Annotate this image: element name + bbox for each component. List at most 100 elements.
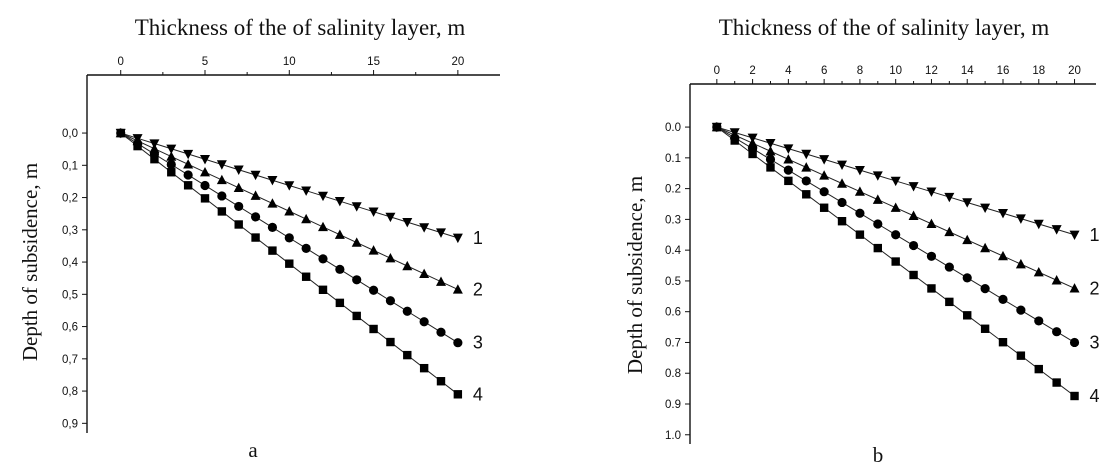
data-point [166,159,176,170]
chart-title: Thickness of the of salinity layer, m [135,15,466,40]
x-tick-label: 10 [283,56,296,68]
data-point [369,324,378,334]
data-point [368,207,379,217]
data-point [217,207,227,216]
data-point [166,151,177,161]
data-point [285,259,294,268]
data-point [854,165,865,176]
data-point [301,243,311,253]
data-point [403,350,412,360]
data-point [765,146,776,156]
data-point [133,141,142,151]
data-point [183,170,193,180]
data-point [1051,225,1062,235]
data-point [200,155,210,165]
data-point [453,338,463,348]
data-point [926,218,937,229]
data-point [873,243,882,253]
x-tick-label: 2 [749,65,755,77]
y-tick-label: 0.6 [665,307,681,319]
data-point [784,176,793,186]
y-axis-label: Depth of subsidence, m [18,163,42,361]
data-point [998,294,1008,304]
data-point [402,260,413,271]
series-label: 1 [473,228,483,248]
data-point [385,252,396,263]
data-point [819,203,829,212]
data-point [837,197,847,208]
y-tick-label: 0.8 [665,368,681,380]
series-label: 3 [473,333,483,353]
data-point [234,220,243,229]
chart-panel-a: Thickness of the of salinity layer, m De… [18,15,500,462]
data-point [334,196,345,207]
y-tick-label: 0.1 [665,153,681,165]
data-point [419,223,430,233]
data-point [200,166,210,177]
y-tick-label: 0.9 [665,399,681,411]
data-point [997,209,1008,219]
data-point [801,162,812,172]
series-3: 3 [116,128,483,353]
data-point [944,226,955,237]
data-point [419,363,429,373]
x-tick-label: 20 [451,56,464,68]
data-point [837,217,847,226]
data-point [997,250,1008,261]
data-point [419,268,430,279]
series-label: 4 [1090,386,1100,406]
data-point [855,230,865,239]
data-point [368,245,379,255]
data-point [872,171,883,181]
data-point [116,128,125,138]
data-point [385,212,396,223]
x-tick-label: 16 [997,65,1010,77]
data-point [730,136,739,145]
series-label: 2 [1090,278,1100,298]
data-point [819,155,830,165]
series-2: 2 [711,121,1100,298]
data-point [891,257,900,266]
y-tick-label: 0,9 [62,418,78,430]
data-point [926,251,937,261]
data-point [765,154,776,164]
data-point [352,275,362,285]
data-point [837,160,848,170]
data-point [284,181,295,191]
data-point [837,178,848,188]
data-point [748,149,757,159]
data-point [200,180,210,191]
data-point [783,154,794,164]
data-point [200,194,210,203]
data-point [452,233,463,244]
data-point [284,206,295,216]
data-point [1052,378,1061,387]
y-tick-label: 0.2 [665,184,681,196]
data-point [267,222,278,232]
data-point [183,159,194,169]
data-point [419,317,429,327]
series-label: 3 [1090,332,1100,352]
data-point [1070,391,1079,401]
y-tick-label: 0,6 [62,322,78,334]
data-point [891,230,901,240]
y-tick-label: 0.0 [665,122,681,134]
data-point [963,311,972,320]
data-point [250,190,261,200]
data-point [183,181,193,190]
data-point [908,182,919,192]
y-tick-label: 0,8 [62,386,78,398]
series-2: 2 [115,127,483,299]
data-point [945,297,954,307]
x-tick-label: 15 [367,56,380,68]
data-point [167,168,176,177]
y-tick-label: 0,0 [62,128,78,140]
data-point [1051,275,1062,285]
data-point [436,276,446,286]
data-point [217,191,227,201]
x-tick-label: 8 [857,65,863,77]
data-point [712,122,722,132]
data-point [301,213,312,224]
data-point [890,176,901,187]
data-point [819,170,830,180]
